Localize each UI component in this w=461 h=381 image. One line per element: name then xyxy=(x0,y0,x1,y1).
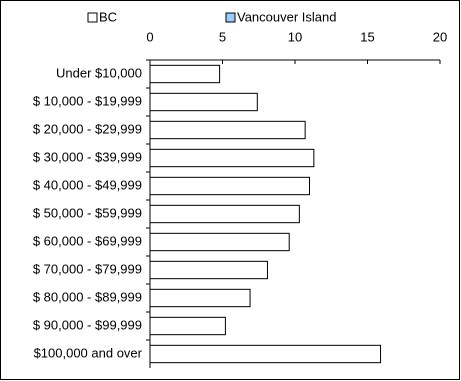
x-tick-label: 15 xyxy=(360,29,374,44)
x-tick-label: 10 xyxy=(288,29,302,44)
bar xyxy=(149,288,251,308)
x-tick-label: 0 xyxy=(146,29,153,44)
bar xyxy=(149,260,268,280)
bar xyxy=(149,120,306,140)
y-tick-label: $ 30,000 - $39,999 xyxy=(33,149,142,164)
y-tick-label: $ 50,000 - $59,999 xyxy=(33,205,142,220)
y-tick-label: $ 40,000 - $49,999 xyxy=(33,177,142,192)
bar xyxy=(149,204,300,224)
legend-label: Vancouver Island xyxy=(237,9,337,24)
y-tick-label: $ 10,000 - $19,999 xyxy=(33,93,142,108)
y-tick-label: $ 80,000 - $89,999 xyxy=(33,289,142,304)
bar xyxy=(149,92,258,112)
legend-swatch xyxy=(225,12,236,23)
legend-swatch xyxy=(87,12,98,23)
y-tick-label: $100,000 and over xyxy=(34,345,143,360)
x-tick-label: 5 xyxy=(219,29,226,44)
bar xyxy=(149,148,315,168)
y-tick-label: Under $10,000 xyxy=(56,65,142,80)
y-tick-label: $ 20,000 - $29,999 xyxy=(33,121,142,136)
bar xyxy=(149,344,382,364)
bar xyxy=(149,232,290,252)
y-tick-label: $ 90,000 - $99,999 xyxy=(33,317,142,332)
y-tick-label: $ 60,000 - $69,999 xyxy=(33,233,142,248)
y-tick-label: $ 70,000 - $79,999 xyxy=(33,261,142,276)
bar xyxy=(149,64,221,84)
x-tick-label: 20 xyxy=(433,29,447,44)
bar xyxy=(149,176,310,196)
legend-label: BC xyxy=(99,9,117,24)
bar xyxy=(149,316,226,336)
